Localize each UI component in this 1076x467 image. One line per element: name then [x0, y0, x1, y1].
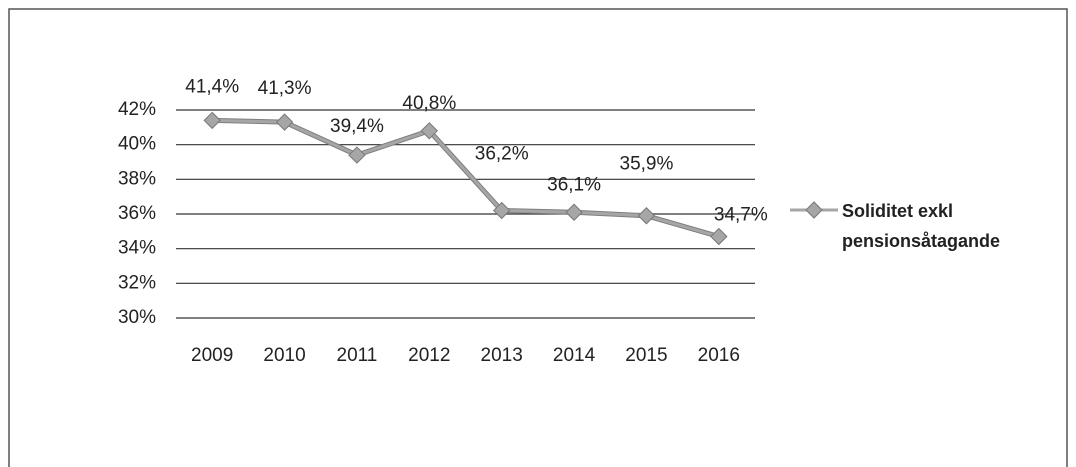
- data-label: 41,4%: [185, 76, 239, 97]
- y-tick-label: 42%: [118, 99, 156, 120]
- y-tick-label: 30%: [118, 307, 156, 328]
- data-label: 34,7%: [714, 205, 768, 226]
- legend-label: Soliditet exkl pensionsåtagande: [842, 201, 1001, 251]
- x-tick-label: 2011: [337, 345, 378, 366]
- y-tick-label: 32%: [118, 272, 156, 293]
- data-label: 35,9%: [620, 154, 674, 175]
- y-tick-label: 40%: [118, 134, 156, 155]
- data-label: 36,2%: [475, 144, 529, 165]
- data-point: [348, 146, 366, 164]
- x-tick-label: 2015: [625, 345, 667, 366]
- data-label: 40,8%: [402, 93, 456, 114]
- data-point: [565, 203, 583, 221]
- y-tick-label: 34%: [118, 238, 156, 259]
- data-point: [492, 201, 511, 220]
- x-tick-label: 2010: [263, 345, 305, 366]
- legend-marker: [805, 201, 823, 219]
- series-line: [212, 118, 720, 238]
- data-point: [203, 111, 221, 130]
- x-tick-label: 2016: [698, 345, 740, 366]
- data-point: [275, 113, 294, 131]
- x-tick-label: 2012: [408, 345, 450, 366]
- data-point: [637, 207, 656, 225]
- chart-border: [8, 8, 1068, 467]
- x-tick-label: 2013: [481, 345, 523, 366]
- data-label: 41,3%: [258, 78, 312, 99]
- y-tick-label: 38%: [118, 168, 156, 189]
- data-label: 39,4%: [330, 116, 384, 137]
- y-tick-label: 36%: [118, 203, 156, 224]
- x-tick-label: 2009: [191, 345, 233, 366]
- data-point: [710, 227, 728, 246]
- x-tick-label: 2014: [553, 345, 596, 366]
- data-point: [420, 122, 439, 140]
- data-label: 36,1%: [547, 174, 601, 195]
